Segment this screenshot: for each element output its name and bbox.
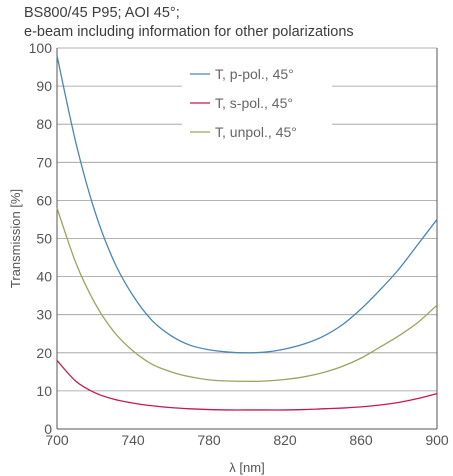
legend-item-s-pol-label: T, s-pol., 45° (215, 95, 293, 111)
y-tick-label: 80 (36, 116, 52, 132)
series-line-s-pol (56, 359, 438, 411)
y-tick-label: 0 (44, 421, 52, 437)
chart-subtitle: e-beam including information for other p… (24, 24, 354, 40)
x-tick-label: 900 (425, 432, 449, 448)
y-axis-label: Transmission [%] (8, 189, 23, 288)
series-line-p-pol (56, 55, 438, 354)
x-axis-label: λ [nm] (229, 460, 264, 475)
y-tick-label: 40 (36, 269, 52, 285)
chart-title: BS800/45 P95; AOI 45°; (24, 5, 180, 21)
y-tick-label: 30 (36, 307, 52, 323)
x-tick-label: 780 (197, 432, 221, 448)
y-tick-label: 90 (36, 78, 52, 94)
y-tick-label: 20 (36, 345, 52, 361)
y-tick-label: 60 (36, 192, 52, 208)
x-tick-label: 860 (349, 432, 373, 448)
y-tick-label: 10 (36, 383, 52, 399)
series-line-unpol (56, 207, 438, 383)
legend-item-unpol-label: T, unpol., 45° (215, 124, 297, 140)
x-tick-label: 700 (45, 432, 69, 448)
x-tick-label: 740 (121, 432, 145, 448)
y-tick-label: 50 (36, 231, 52, 247)
legend-item-p-pol-label: T, p-pol., 45° (215, 66, 294, 82)
x-tick-label: 820 (273, 432, 297, 448)
y-tick-label: 70 (36, 154, 52, 170)
y-tick-label: 100 (29, 40, 53, 56)
